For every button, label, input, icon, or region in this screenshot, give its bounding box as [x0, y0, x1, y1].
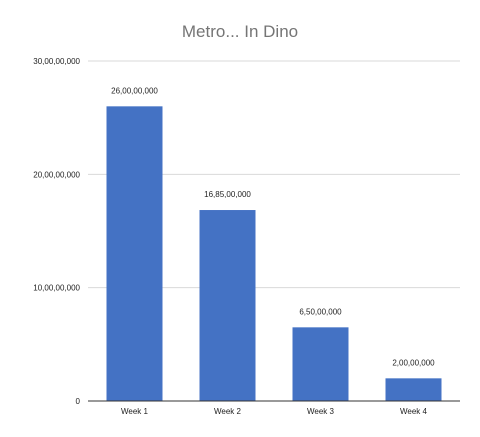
y-axis-tick-labels: 0 10,00,00,000 20,00,00,000 30,00,00,000 — [33, 57, 80, 406]
x-tick-label: Week 4 — [400, 407, 428, 416]
y-tick-label: 30,00,00,000 — [33, 57, 80, 66]
x-tick-label: Week 2 — [214, 407, 242, 416]
bar-value-label: 6,50,00,000 — [299, 307, 342, 316]
y-tick-label: 20,00,00,000 — [33, 170, 80, 179]
bar-value-label: 2,00,00,000 — [392, 358, 435, 367]
bar-week-4 — [385, 378, 442, 401]
bars — [106, 106, 442, 401]
bar-week-1 — [106, 106, 163, 401]
x-tick-label: Week 3 — [307, 407, 335, 416]
bar-value-label: 16,85,00,000 — [204, 190, 251, 199]
bar-value-label: 26,00,00,000 — [111, 86, 158, 95]
chart-title: Metro... In Dino — [182, 22, 298, 41]
x-axis-tick-labels: Week 1 Week 2 Week 3 Week 4 — [121, 407, 428, 416]
y-tick-label: 0 — [76, 397, 81, 406]
x-tick-label: Week 1 — [121, 407, 149, 416]
bar-week-2 — [199, 210, 256, 401]
data-labels: 26,00,00,000 16,85,00,000 6,50,00,000 2,00,… — [111, 86, 435, 367]
y-tick-label: 10,00,00,000 — [33, 284, 80, 293]
bar-week-3 — [292, 327, 349, 401]
